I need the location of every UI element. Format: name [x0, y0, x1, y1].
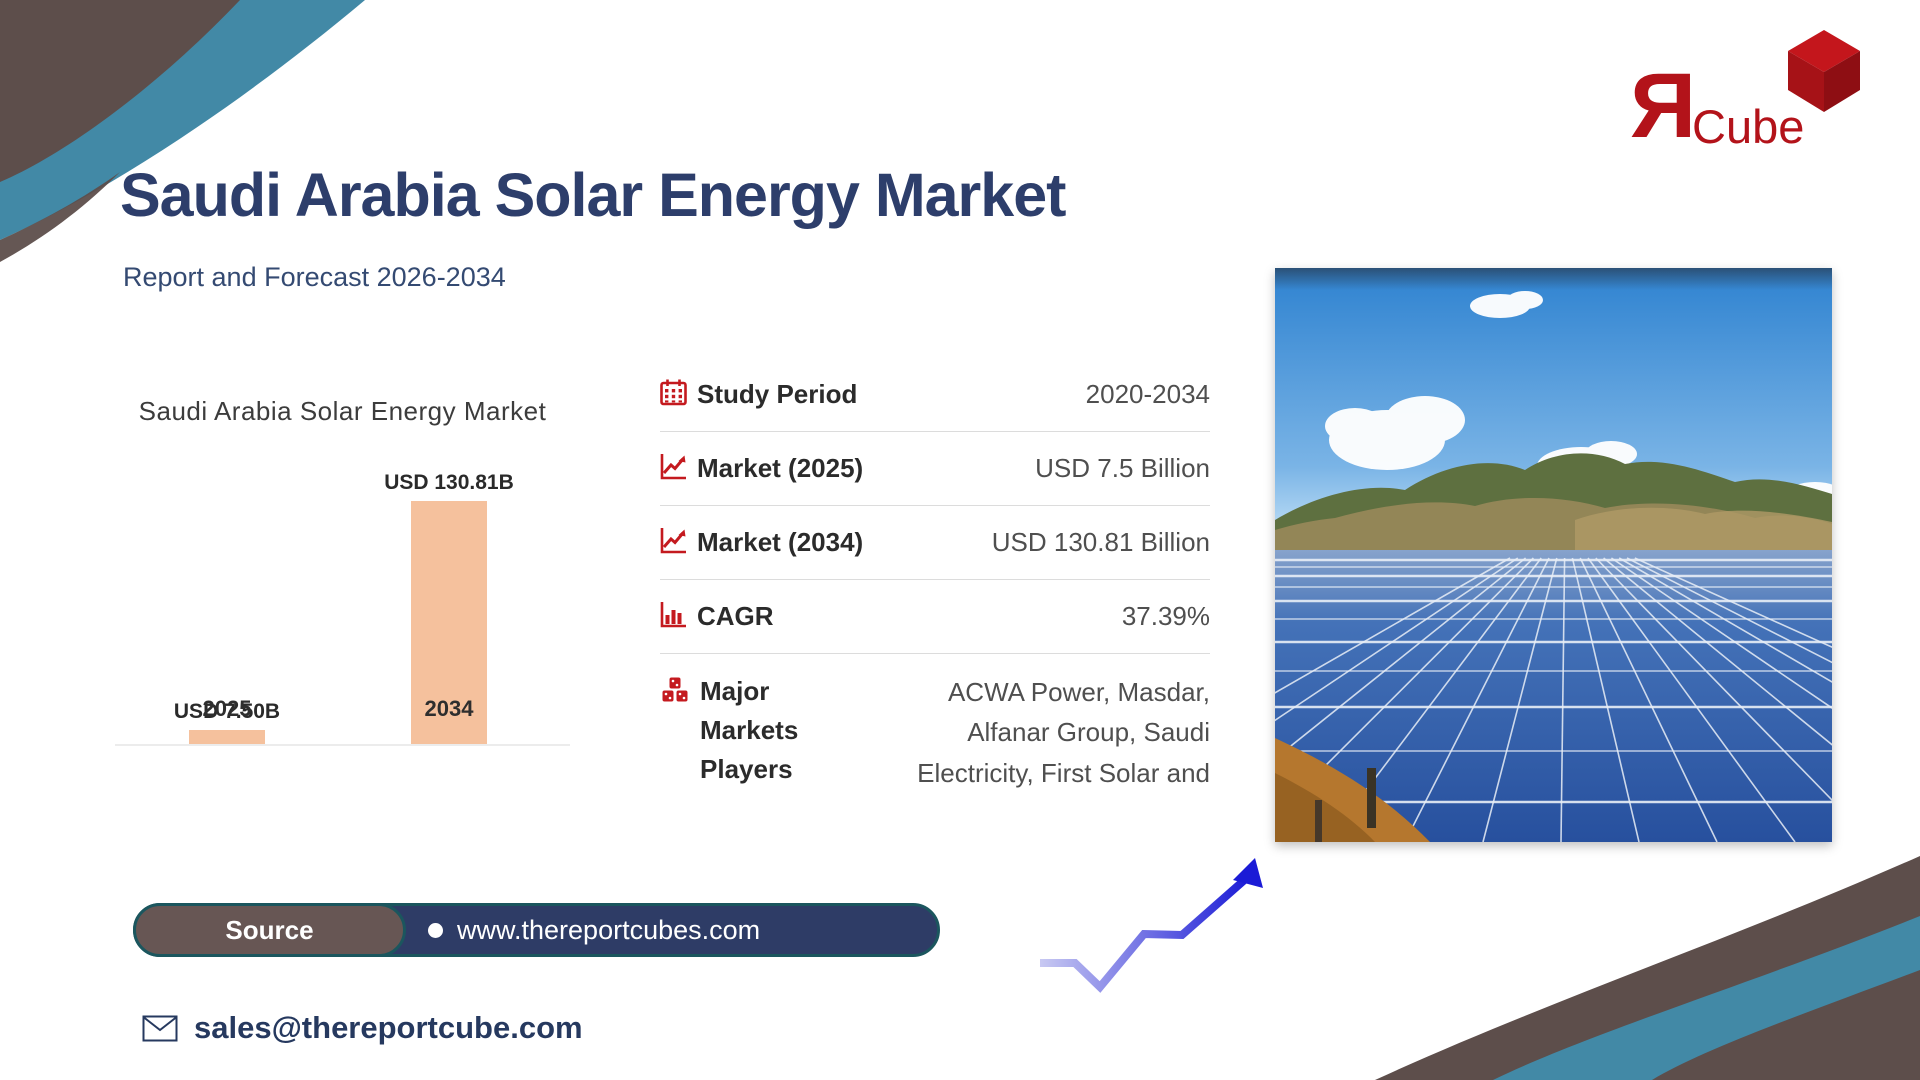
- calendar-icon: [660, 379, 687, 406]
- row-label: Market (2034): [697, 527, 864, 557]
- row-value: 2020-2034: [1085, 379, 1210, 410]
- bullet-dot-icon: [428, 922, 443, 938]
- row-label: CAGR: [697, 601, 774, 631]
- x-axis-line: [115, 744, 570, 746]
- contact-row: sales@thereportcube.com: [142, 1010, 583, 1046]
- top-left-brown-shape: [0, 0, 240, 182]
- table-row: CAGR 37.39%: [660, 580, 1210, 654]
- market-bar-chart: Saudi Arabia Solar Energy Market USD 7.5…: [115, 396, 570, 796]
- page-subtitle: Report and Forecast 2026-2034: [123, 262, 506, 292]
- chart-plot-area: USD 7.50B USD 130.81B: [115, 456, 570, 746]
- row-value: ACWA Power, Masdar, Alfanar Group, Saudi…: [917, 677, 1210, 788]
- row-value: USD 130.81 Billion: [991, 527, 1210, 558]
- row-label: Study Period: [697, 379, 858, 409]
- key-facts-table: Study Period 2020-2034 Market (2025) USD…: [660, 358, 1210, 799]
- top-left-brown-sliver: [0, 172, 120, 262]
- logo-letter: Я: [1630, 55, 1697, 157]
- ground: [1275, 738, 1430, 842]
- envelope-icon: [142, 1015, 178, 1041]
- photo-top-shadow: [1275, 268, 1832, 290]
- table-row: Study Period 2020-2034: [660, 358, 1210, 432]
- chart-title: Saudi Arabia Solar Energy Market: [138, 396, 547, 426]
- table-row: Market (2034) USD 130.81 Billion: [660, 506, 1210, 580]
- bar-2025: USD 7.50B: [174, 700, 280, 744]
- row-value: USD 7.5 Billion: [1035, 453, 1210, 484]
- source-url[interactable]: www.thereportcubes.com: [457, 914, 761, 945]
- row-value: 37.39%: [1121, 601, 1210, 632]
- bar-chart-icon: [660, 602, 686, 628]
- source-bar: www.thereportcubes.com Source: [133, 903, 940, 957]
- source-label: Source: [225, 914, 314, 945]
- line-chart-icon: [660, 528, 686, 554]
- bottom-right-teal-band: [1493, 916, 1920, 1080]
- logo: Я Cube: [1630, 28, 1870, 152]
- table-row: Major Markets Players ACWA Power, Masdar…: [660, 654, 1210, 799]
- logo-word: Cube: [1692, 100, 1805, 153]
- page-title: Saudi Arabia Solar Energy Market: [120, 161, 1066, 229]
- x-tick-2034: 2034: [424, 696, 474, 721]
- table-row: Market (2025) USD 7.5 Billion: [660, 432, 1210, 506]
- growth-arrow-icon: [1040, 858, 1263, 993]
- row-label: Market (2025): [697, 453, 864, 483]
- x-tick-2025: 2025: [202, 696, 252, 721]
- cubes-icon: [661, 676, 689, 703]
- solar-farm-photo: [1275, 268, 1832, 842]
- contact-email[interactable]: sales@thereportcube.com: [194, 1010, 583, 1045]
- source-label-pill: Source: [133, 903, 406, 957]
- line-chart-icon: [660, 454, 686, 480]
- row-label: Major Markets Players: [700, 676, 799, 784]
- panel-grid-lines: [1275, 557, 1832, 842]
- bar-2034: USD 130.81B: [384, 471, 514, 744]
- bottom-right-brown-band: [1375, 856, 1920, 1080]
- hills: [1275, 453, 1832, 552]
- cube-icon: [1788, 30, 1860, 112]
- bar-value-label: USD 130.81B: [384, 471, 514, 494]
- bottom-right-brown-fill: [1652, 970, 1920, 1080]
- bar-value-label: USD 7.50B: [173, 700, 281, 723]
